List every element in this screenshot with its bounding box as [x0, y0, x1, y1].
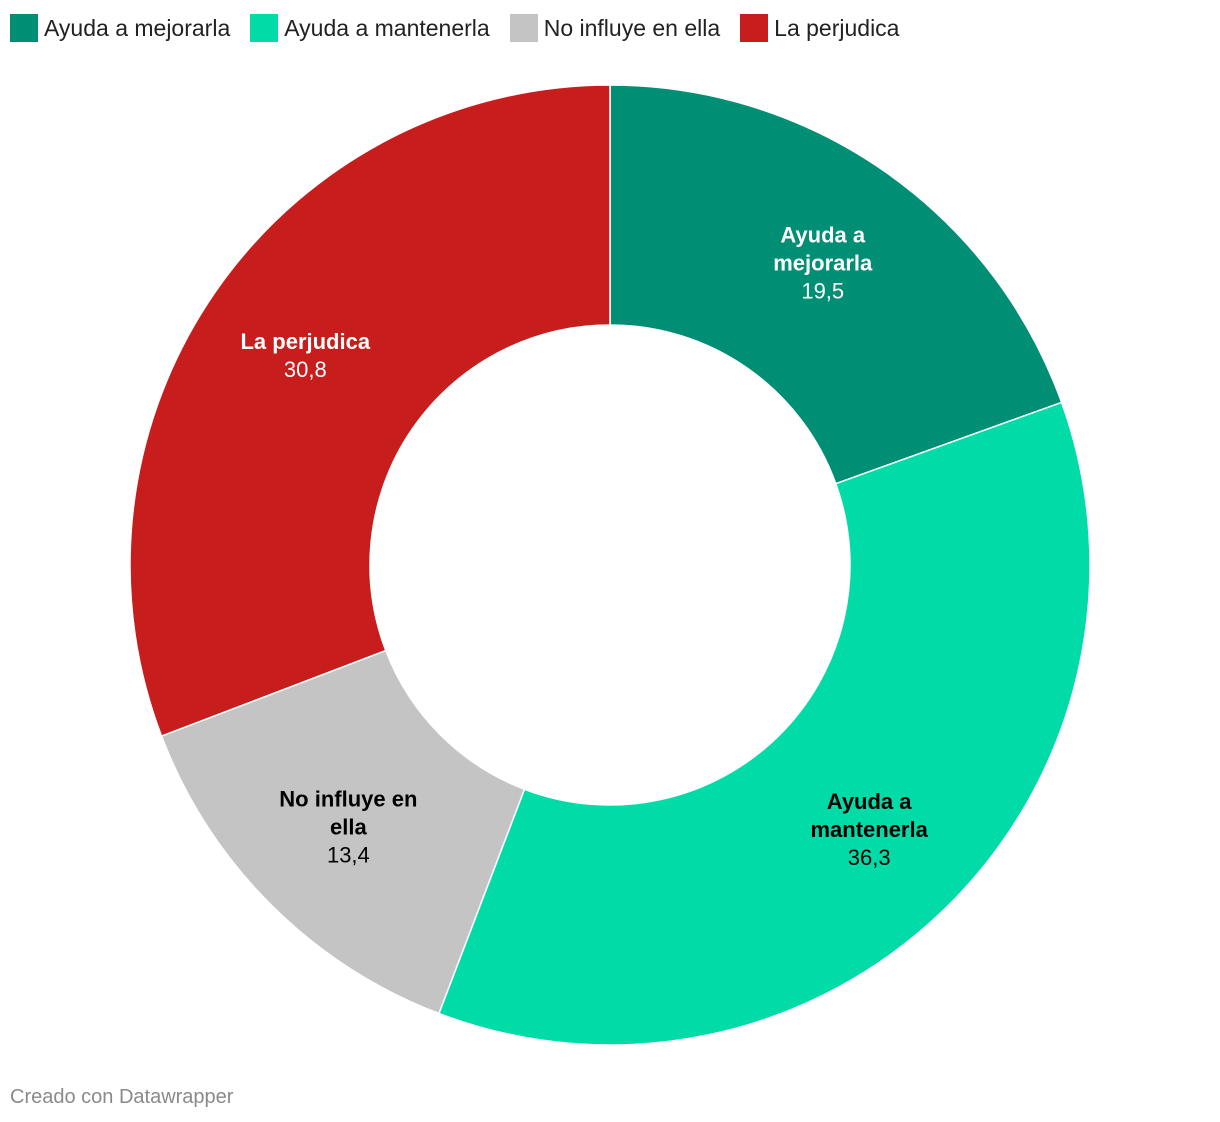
slice-no-influye-en-ella [160, 649, 526, 1015]
slice-value-label: 19,5 [801, 278, 844, 303]
legend-swatch-ayuda-a-mantenerla [250, 14, 279, 42]
slice-label-ayuda-a-mejorarla: Ayuda a mejorarla 19,5 [773, 222, 873, 303]
legend-item-ayuda-a-mejorarla: Ayuda a mejorarla [10, 14, 230, 42]
legend-label-ayuda-a-mejorarla: Ayuda a mejorarla [44, 14, 231, 41]
slice-value-label: 13,4 [327, 843, 370, 868]
slice-value-label: 36,3 [848, 845, 891, 870]
slice-ayuda-a-mejorarla [609, 84, 1063, 485]
legend-swatch-ayuda-a-mejorarla [10, 14, 38, 42]
slice-label-no-influye-en-ella: No influye en ella 13,4 [279, 787, 417, 868]
slice-label-text: mantenerla [810, 817, 928, 842]
legend-swatch-no-influye-en-ella [509, 14, 538, 42]
legend-swatch-la-perjudica [740, 14, 769, 42]
legend-label-no-influye-en-ella: No influye en ella [543, 14, 721, 41]
slice-label-text: Ayuda a [780, 222, 866, 247]
legend-label-ayuda-a-mantenerla: Ayuda a mantenerla [284, 14, 490, 41]
slice-label-text: La perjudica [240, 329, 370, 354]
legend-item-la-perjudica: La perjudica [740, 14, 899, 42]
legend-item-no-influye-en-ella: No influye en ella [509, 14, 721, 42]
slice-label-text: ella [330, 815, 367, 840]
chart-legend: Ayuda a mejorarla Ayuda a mantenerla No … [10, 12, 919, 44]
legend-label-la-perjudica: La perjudica [774, 14, 900, 41]
slice-label-ayuda-a-mantenerla: Ayuda a mantenerla 36,3 [810, 789, 928, 870]
slice-label-la-perjudica: La perjudica 30,8 [240, 329, 370, 382]
slice-label-text: mejorarla [773, 250, 873, 275]
slice-ayuda-a-mantenerla [437, 401, 1091, 1046]
footer-credit: Creado con Datawrapper [10, 1086, 234, 1108]
legend-item-ayuda-a-mantenerla: Ayuda a mantenerla [250, 14, 490, 42]
slice-label-text: No influye en [279, 787, 417, 812]
slice-value-label: 30,8 [284, 357, 327, 382]
slice-la-perjudica [129, 84, 611, 738]
slice-label-text: Ayuda a [827, 789, 913, 814]
